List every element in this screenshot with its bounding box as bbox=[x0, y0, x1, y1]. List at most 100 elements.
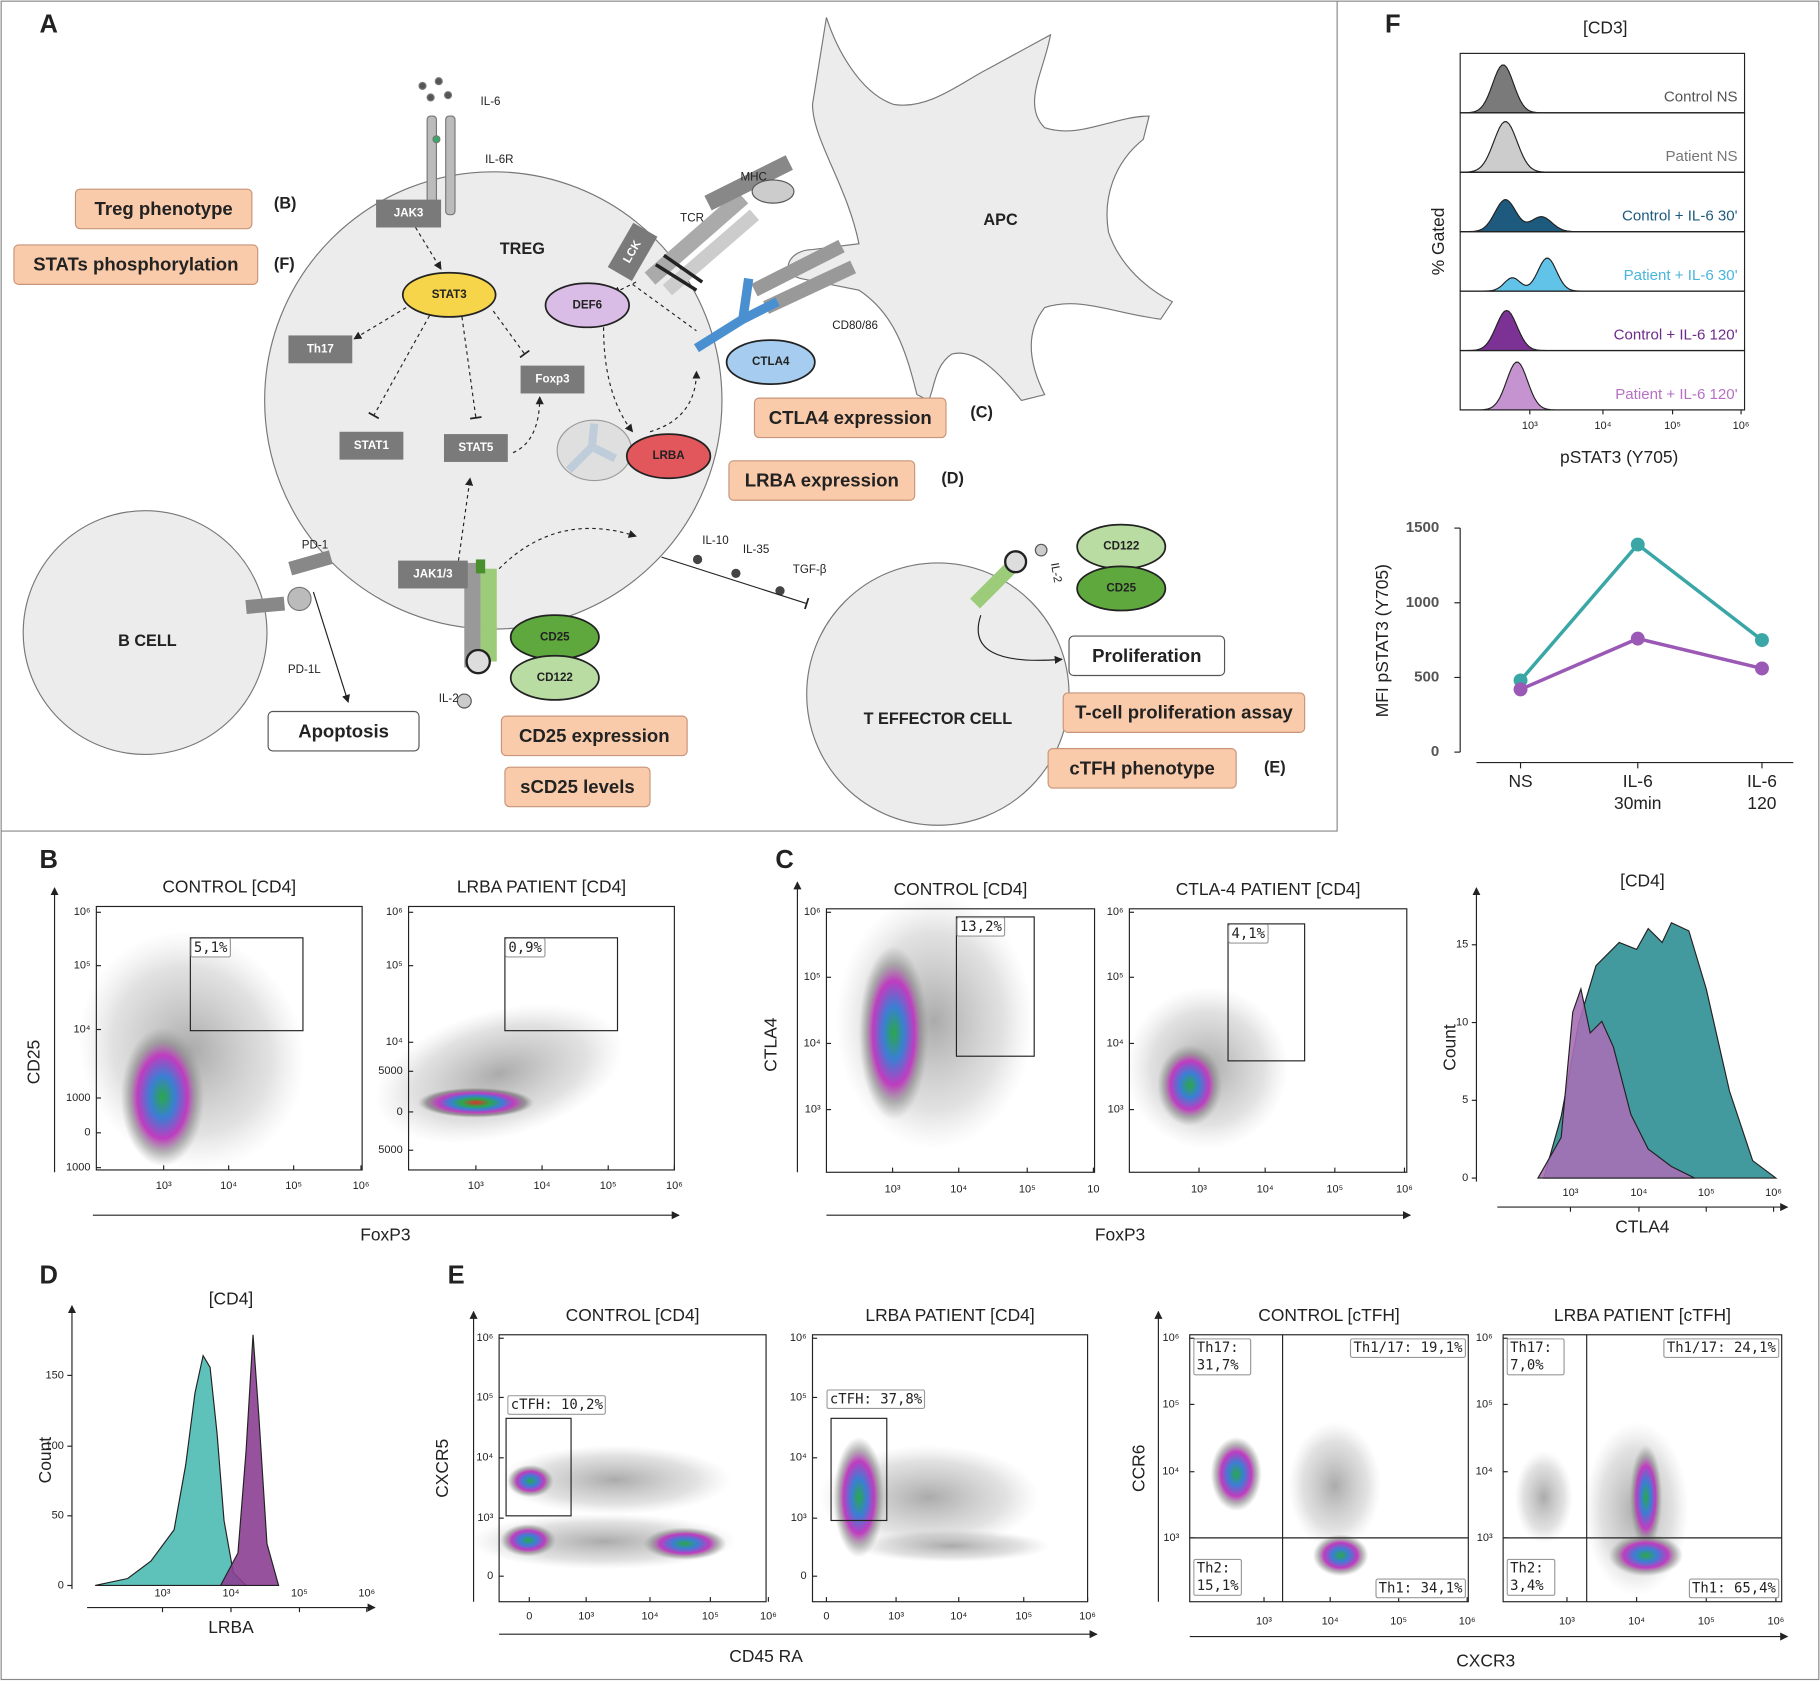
series-line bbox=[1519, 636, 1763, 691]
quadrant-label: Th1/17: 24,1% bbox=[1663, 1338, 1780, 1358]
x-tick-label: IL-6 30min bbox=[1614, 771, 1662, 814]
quadrant-label-box: Th1: 65,4% bbox=[1619, 1578, 1780, 1599]
molecule-ellipse bbox=[725, 339, 816, 386]
plot-frame bbox=[825, 908, 1096, 1173]
panel-letter: B bbox=[40, 846, 58, 874]
y-tick-label: 1000 bbox=[1406, 594, 1440, 611]
density-cloud bbox=[853, 1529, 1051, 1563]
axis-label: LRBA bbox=[208, 1617, 254, 1637]
quadrant-label: Th17: 7,0% bbox=[1506, 1338, 1565, 1376]
x-tick-label: 10³ bbox=[468, 1180, 484, 1192]
y-tick-label: 10⁴ bbox=[804, 1037, 821, 1049]
y-tick-label: 10⁶ bbox=[1107, 906, 1124, 918]
axis-label: CCR6 bbox=[1128, 1445, 1148, 1492]
x-tick-label: 10⁵ bbox=[1019, 1184, 1036, 1196]
y-tick-label: 10⁶ bbox=[477, 1332, 494, 1344]
assay-ref: (C) bbox=[970, 403, 993, 421]
molecule-label: IL-6 bbox=[481, 95, 501, 108]
y-tick-label: 10⁵ bbox=[804, 971, 821, 983]
molecule-label: CD122 bbox=[1103, 540, 1139, 553]
molecule-label: CTLA4 bbox=[752, 355, 790, 368]
plot-title: CONTROL [CD4] bbox=[894, 879, 1028, 899]
gate-label: cTFH: 37,8% bbox=[826, 1389, 926, 1410]
plot-title: LRBA PATIENT [CD4] bbox=[457, 877, 626, 897]
gate-label: 13,2% bbox=[956, 916, 1006, 937]
molecule-ellipse bbox=[1076, 565, 1167, 612]
y-tick-label: 10⁴ bbox=[1476, 1466, 1493, 1478]
y-tick-label: 10⁴ bbox=[1162, 1466, 1179, 1478]
x-tick-label: 10⁶ bbox=[1079, 1611, 1096, 1623]
assay-ref: (F) bbox=[274, 255, 295, 273]
plot-title: LRBA PATIENT [cTFH] bbox=[1554, 1305, 1731, 1325]
x-tick-label: 10⁴ bbox=[950, 1184, 967, 1196]
molecule-label: IL-2 bbox=[1048, 562, 1064, 584]
x-tick-label: NS bbox=[1508, 771, 1533, 792]
quadrant-label: Th2: 3,4% bbox=[1506, 1558, 1556, 1596]
quadrant-label-box: Th17: 31,7% bbox=[1193, 1338, 1252, 1376]
gate-label-box: 5,1% bbox=[190, 937, 231, 958]
cell-label: APC bbox=[983, 211, 1018, 229]
gate bbox=[189, 937, 304, 1032]
plot-title: [CD4] bbox=[1620, 871, 1665, 891]
y-tick-label: 10⁵ bbox=[74, 960, 91, 972]
quadrant-label-wrap: Th17: 7,0% bbox=[1506, 1338, 1577, 1376]
data-point bbox=[1630, 537, 1645, 552]
molecule-rect bbox=[288, 335, 353, 364]
x-tick-label: 10³ bbox=[888, 1611, 904, 1623]
assay-box bbox=[1062, 692, 1306, 733]
x-tick-label: 10⁶ bbox=[1733, 420, 1750, 432]
y-tick-label: 10⁴ bbox=[790, 1452, 807, 1464]
molecule-label: IL-10 bbox=[702, 534, 728, 547]
gate bbox=[955, 916, 1035, 1057]
assay-label: STATs phosphorylation bbox=[33, 254, 238, 275]
x-tick-label: 10⁶ bbox=[760, 1611, 777, 1623]
panel-letter: E bbox=[448, 1261, 465, 1289]
gate-label: 0,9% bbox=[504, 937, 546, 958]
y-tick-label: 10⁶ bbox=[1162, 1332, 1179, 1344]
molecule-box: STAT1 bbox=[339, 431, 404, 460]
molecule-rect bbox=[443, 434, 508, 462]
x-tick-label: 10⁵ bbox=[1698, 1615, 1715, 1627]
axis-label: CXCR5 bbox=[432, 1439, 452, 1498]
assay-label: cTFH phenotype bbox=[1069, 757, 1214, 778]
quadrant-label-box: Th1: 34,1% bbox=[1375, 1578, 1466, 1599]
y-tick-label: 10⁴ bbox=[386, 1036, 403, 1048]
x-tick-label: 10⁶ bbox=[1767, 1615, 1784, 1627]
y-tick-label: 0 bbox=[487, 1570, 493, 1582]
assay-label: LRBA expression bbox=[745, 470, 899, 491]
x-tick-label: 10³ bbox=[1559, 1615, 1575, 1627]
quadrant-label-wrap: Th1: 65,4% bbox=[1619, 1578, 1780, 1599]
y-tick-label: 15 bbox=[1456, 939, 1468, 951]
gate-label: cTFH: 10,2% bbox=[507, 1395, 607, 1415]
density-cloud bbox=[1312, 1534, 1369, 1577]
apc-cell bbox=[787, 17, 1174, 402]
assay-box bbox=[500, 715, 688, 757]
x-tick-label: 0 bbox=[823, 1611, 829, 1623]
molecule-label: CD25 bbox=[1106, 582, 1136, 595]
y-tick-label: 10⁵ bbox=[476, 1391, 493, 1403]
molecule-ellipse bbox=[625, 433, 712, 480]
assay-label: CD25 expression bbox=[519, 725, 670, 746]
panel-letter: D bbox=[40, 1261, 58, 1289]
x-tick-label: 0 bbox=[526, 1611, 532, 1623]
density-cloud bbox=[643, 1527, 727, 1560]
row-label: Patient NS bbox=[1666, 148, 1738, 165]
assay-box bbox=[13, 244, 259, 285]
x-tick-label: 10⁴ bbox=[1322, 1615, 1339, 1627]
axis-label: FoxP3 bbox=[1095, 1225, 1145, 1245]
x-tick-label: 10³ bbox=[885, 1184, 901, 1196]
y-tick-label: 5000 bbox=[378, 1065, 403, 1077]
molecule-label: Th17 bbox=[307, 342, 334, 355]
gate-label-box: 13,2% bbox=[956, 916, 1006, 937]
x-tick-label-box: NS bbox=[1508, 771, 1533, 792]
data-point bbox=[1755, 661, 1769, 676]
assay-label: CTLA4 expression bbox=[769, 407, 932, 428]
x-tick-label: 10³ bbox=[156, 1180, 172, 1192]
y-tick-label: 10⁴ bbox=[1107, 1037, 1124, 1049]
y-tick-label: 10⁵ bbox=[386, 960, 403, 972]
solid-arrows bbox=[312, 556, 1063, 703]
molecule-label: IL-6R bbox=[485, 153, 513, 166]
x-tick-label: 10⁴ bbox=[1628, 1615, 1645, 1627]
molecule-rect bbox=[520, 365, 585, 394]
